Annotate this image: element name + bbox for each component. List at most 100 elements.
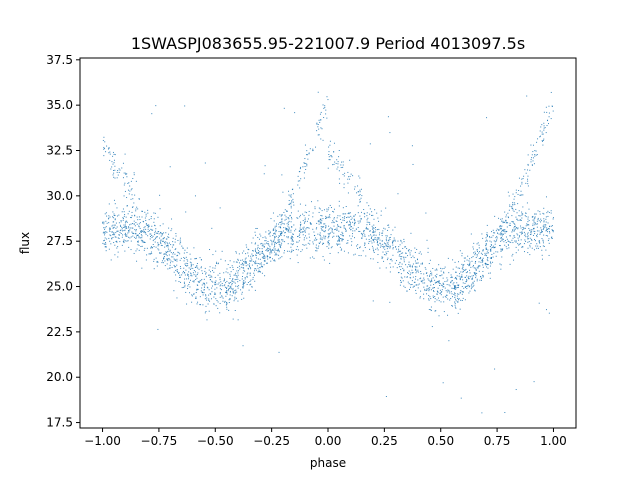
data-point (141, 230, 143, 232)
data-point (417, 284, 419, 286)
data-point (203, 289, 205, 291)
data-point (482, 257, 484, 259)
data-point (436, 269, 438, 271)
data-point (326, 246, 328, 248)
data-point (512, 237, 514, 239)
data-point (288, 220, 290, 222)
data-point (279, 245, 281, 247)
data-point (271, 242, 273, 244)
data-point (118, 168, 120, 170)
data-point (108, 227, 110, 229)
data-point (518, 244, 520, 246)
data-point (299, 216, 301, 218)
data-point (490, 250, 492, 252)
data-point (462, 297, 464, 299)
data-point (507, 191, 509, 193)
data-point (150, 218, 152, 220)
data-point (187, 274, 189, 276)
data-point (224, 284, 226, 286)
data-point (327, 209, 329, 211)
data-point (308, 210, 310, 212)
data-point (490, 263, 492, 265)
data-point (226, 290, 228, 292)
data-point (110, 168, 112, 170)
data-point (342, 213, 344, 215)
data-point (131, 227, 133, 229)
data-point (345, 230, 347, 232)
data-point (389, 238, 391, 240)
data-point (184, 278, 186, 280)
data-point (535, 150, 537, 152)
data-point (135, 208, 137, 210)
data-point (150, 216, 152, 218)
data-point (322, 104, 324, 106)
data-point (247, 255, 249, 257)
data-point (445, 290, 447, 292)
data-point (179, 276, 181, 278)
data-point (443, 301, 445, 303)
data-point (410, 272, 412, 274)
data-point (105, 246, 107, 248)
data-point (288, 226, 290, 228)
data-point (354, 214, 356, 216)
data-point (490, 257, 492, 259)
data-point (331, 222, 333, 224)
data-point (299, 236, 301, 238)
data-point (392, 266, 394, 268)
data-point (499, 224, 501, 226)
data-point (259, 271, 261, 273)
data-point (226, 306, 228, 308)
data-point (196, 265, 198, 267)
data-point (512, 201, 514, 203)
data-point (130, 236, 132, 238)
data-point (143, 231, 145, 233)
data-point (285, 218, 287, 220)
data-point (543, 213, 545, 215)
data-point (413, 257, 415, 259)
data-point (536, 243, 538, 245)
data-point (322, 237, 324, 239)
data-point (414, 278, 416, 280)
data-point (548, 312, 550, 314)
data-point (206, 299, 208, 301)
data-point (516, 233, 518, 235)
data-point (285, 216, 287, 218)
data-point (513, 235, 515, 237)
data-point (259, 270, 261, 272)
data-point (116, 177, 118, 179)
data-point (472, 256, 474, 258)
y-axis-label: flux (18, 232, 32, 254)
data-point (126, 220, 128, 222)
data-point (292, 237, 294, 239)
data-point (131, 188, 133, 190)
data-point (290, 212, 292, 214)
data-point (303, 172, 305, 174)
data-point (549, 225, 551, 227)
data-point (217, 262, 219, 264)
data-point (474, 254, 476, 256)
data-point (499, 245, 501, 247)
data-point (502, 248, 504, 250)
data-point (157, 216, 159, 218)
data-point (385, 237, 387, 239)
data-point (329, 252, 331, 254)
data-point (112, 221, 114, 223)
data-point (339, 243, 341, 245)
data-point (274, 236, 276, 238)
data-point (280, 221, 282, 223)
data-point (151, 253, 153, 255)
data-point (392, 240, 394, 242)
data-point (257, 236, 259, 238)
data-point (428, 287, 430, 289)
data-point (103, 240, 105, 242)
data-point (118, 234, 120, 236)
data-point (369, 222, 371, 224)
data-point (205, 295, 207, 297)
data-point (442, 296, 444, 298)
data-point (368, 205, 370, 207)
data-point (457, 285, 459, 287)
data-point (331, 228, 333, 230)
data-point (460, 397, 462, 399)
data-point (466, 285, 468, 287)
data-point (412, 272, 414, 274)
